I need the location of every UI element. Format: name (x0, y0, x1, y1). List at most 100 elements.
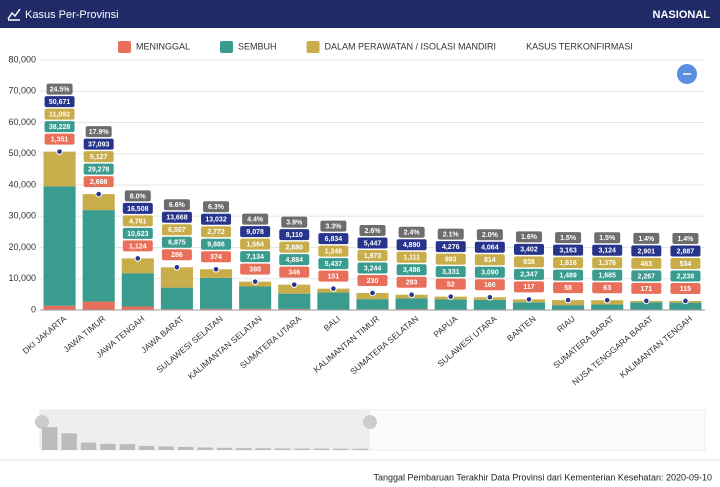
data-label: 1,246 (325, 248, 343, 255)
data-label-box (435, 241, 466, 253)
y-tick-label: 20,000 (8, 242, 36, 252)
data-label: 13,032 (205, 217, 227, 224)
bar-segment (630, 302, 663, 310)
data-label: 4,890 (403, 242, 421, 249)
data-label: 3,486 (403, 267, 421, 274)
mini-bar (313, 448, 330, 450)
data-label-box (318, 245, 349, 257)
share-label: 1.6% (521, 234, 538, 241)
data-label: 29,278 (88, 166, 110, 173)
data-label: 160 (484, 282, 496, 289)
data-label: 115 (680, 286, 691, 293)
share-label: 6.6% (169, 202, 186, 209)
data-label-box (122, 227, 153, 239)
bar-segment (199, 277, 233, 309)
scope-label: NASIONAL (653, 9, 711, 21)
confirmed-dot (525, 296, 533, 303)
mini-bar (216, 447, 233, 450)
share-label: 17.9% (89, 129, 110, 136)
mini-bar (42, 427, 58, 450)
data-label: 286 (171, 252, 183, 259)
confirmed-dot (212, 265, 220, 273)
share-label: 2.4% (404, 230, 421, 237)
data-label: 374 (210, 254, 222, 261)
data-label: 5,437 (325, 261, 343, 268)
bar-segment (317, 292, 350, 310)
legend-swatch (306, 41, 320, 53)
data-label: 37,093 (88, 141, 110, 148)
confirmed-dot (643, 297, 650, 305)
share-label-box (281, 216, 308, 228)
mini-bar (352, 448, 368, 450)
confirmed-dot (369, 289, 376, 297)
share-label-box (633, 232, 660, 244)
chart-icon (7, 8, 21, 21)
data-label-box (122, 240, 153, 252)
mini-bar (197, 447, 213, 450)
data-label-box (435, 278, 466, 290)
data-label-box (474, 266, 505, 278)
data-label: 4,761 (129, 218, 147, 225)
bar-segment (278, 308, 311, 310)
data-label: 5,127 (90, 154, 108, 161)
data-label-box (240, 238, 271, 250)
confirmed-dot (251, 278, 259, 285)
share-label-box (437, 228, 464, 240)
share-label-box (85, 126, 112, 138)
mini-bar (80, 442, 97, 450)
data-label: 4,276 (442, 244, 460, 251)
share-label-box (320, 220, 347, 232)
data-label-box (435, 253, 466, 265)
confirmed-dot (682, 297, 689, 305)
data-label-box (553, 257, 584, 269)
zoom-handle[interactable] (363, 415, 377, 429)
data-label: 13,668 (166, 215, 188, 222)
y-tick-label: 60,000 (8, 117, 36, 127)
data-label-box (44, 121, 75, 133)
data-label: 1,124 (129, 243, 147, 250)
footnote: Tanggal Pembaruan Terakhir Data Provinsi… (373, 472, 712, 482)
data-label: 3,090 (481, 270, 499, 277)
bar-segment (43, 186, 76, 306)
data-label-box (161, 249, 192, 261)
y-tick-label: 70,000 (8, 86, 36, 96)
share-label: 1.4% (638, 236, 655, 243)
data-label: 1,616 (559, 260, 577, 267)
header-bar (0, 0, 720, 28)
data-label-box (396, 239, 427, 251)
data-label-box (474, 254, 505, 266)
data-label-box (396, 276, 427, 288)
share-label-box (124, 190, 151, 202)
data-label-box (435, 266, 466, 278)
mini-bar (255, 448, 271, 450)
data-label-box (83, 151, 114, 163)
bar-segment (239, 286, 272, 309)
share-label: 2.1% (443, 231, 460, 238)
bar-segment (199, 308, 233, 310)
share-label: 4.4% (247, 216, 264, 223)
data-label: 2,238 (677, 273, 695, 280)
data-label: 9,078 (246, 229, 264, 236)
data-label: 293 (406, 280, 418, 287)
data-label: 230 (367, 278, 379, 285)
data-label-box (592, 244, 623, 256)
bar-segment (43, 305, 76, 310)
mini-bar (274, 448, 291, 450)
data-label-box (553, 269, 584, 281)
bar-segment (278, 293, 311, 309)
zoom-handle[interactable] (35, 415, 49, 429)
data-label: 6,507 (168, 227, 186, 234)
data-label: 2,880 (285, 245, 303, 252)
data-label-box (631, 257, 662, 269)
data-label-box (240, 226, 271, 238)
confirmed-dot (564, 296, 572, 304)
share-label-box (476, 229, 503, 241)
data-label: 50,671 (49, 99, 71, 106)
legend-label: KASUS TERKONFIRMASI (526, 41, 633, 51)
share-label-box (594, 232, 621, 244)
data-label-box (592, 257, 623, 269)
data-label-box (240, 251, 271, 263)
y-tick-label: 30,000 (8, 211, 36, 221)
legend-swatch (118, 41, 131, 53)
bar-segment (591, 304, 624, 310)
